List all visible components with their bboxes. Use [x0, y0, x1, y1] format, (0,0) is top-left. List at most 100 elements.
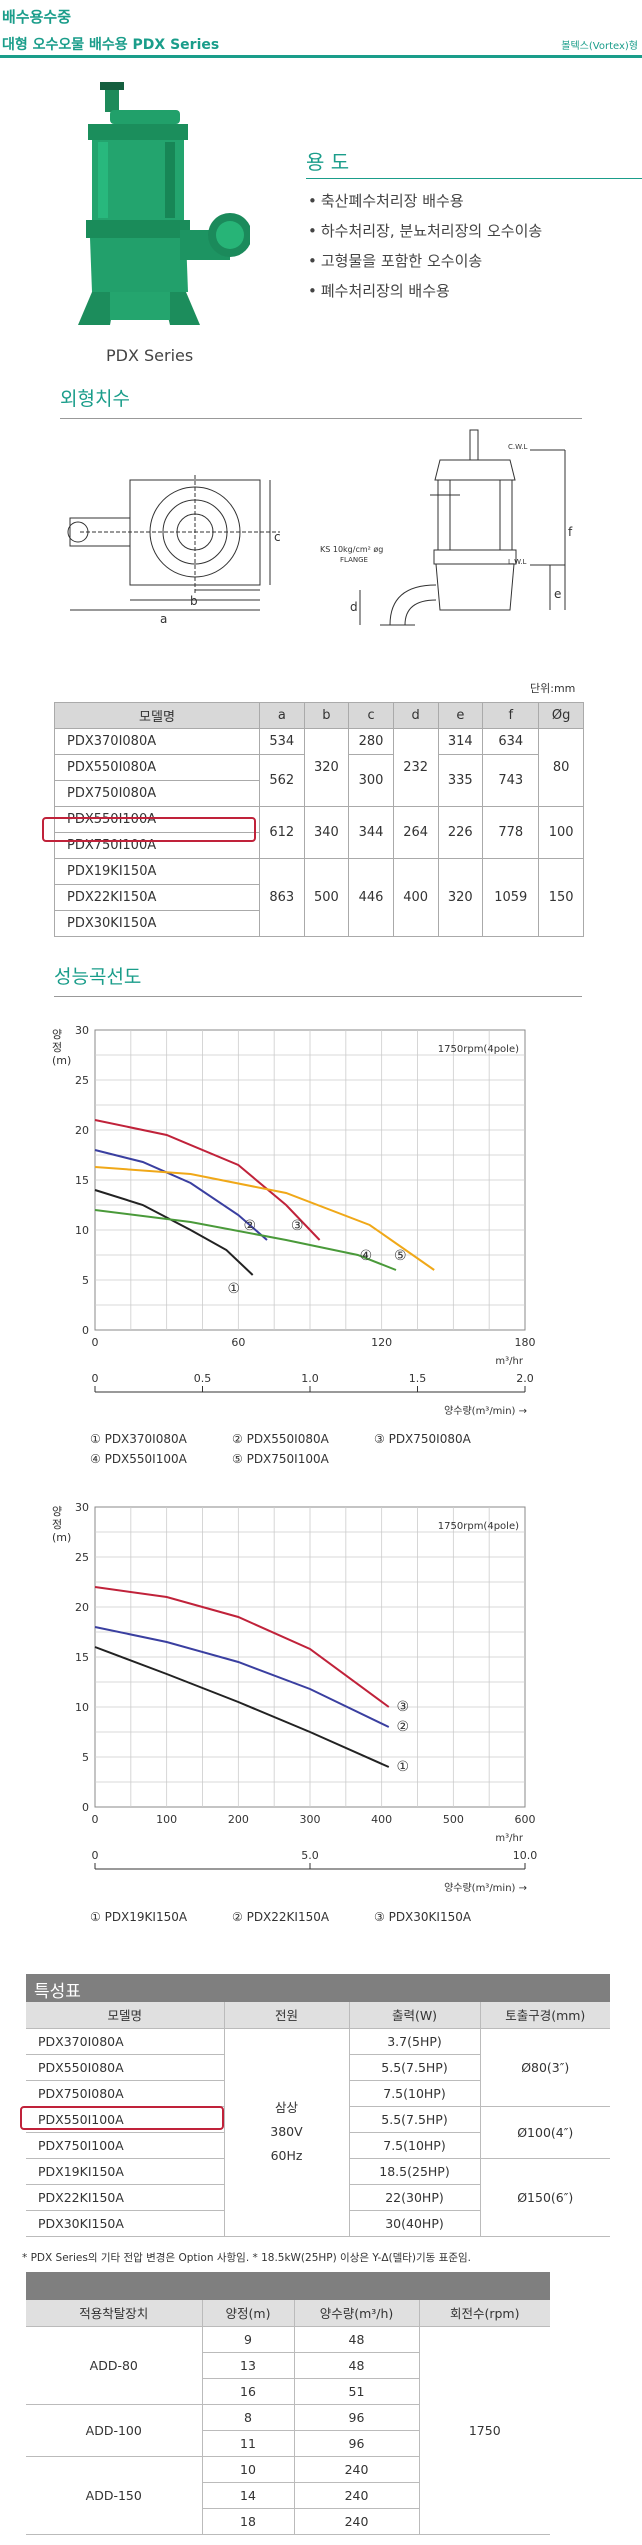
y-tick-label: 10 [75, 1701, 89, 1714]
secondary-tick-label: 10.0 [513, 1849, 538, 1862]
pump-image [70, 80, 252, 335]
col-header: c [348, 702, 394, 729]
legend-item: ① PDX370I080A [90, 1432, 187, 1446]
table-row: PDX550I080A 562 300 335 743 [54, 754, 584, 807]
y-tick-label: 30 [75, 1024, 89, 1037]
col-header: b [303, 702, 350, 729]
table-row: 13 48 [26, 2352, 550, 2379]
dim-label-d: d [350, 600, 358, 614]
y-tick-label: 5 [82, 1751, 89, 1764]
header-rule [0, 55, 642, 58]
performance-rule [54, 996, 582, 997]
performance-title: 성능곡선도 [54, 966, 142, 988]
legend-item: ⑤ PDX750I100A [232, 1452, 329, 1466]
table-row: 16 51 [26, 2378, 550, 2405]
page-title: 대형 오수오물 배수용 PDX Series [2, 37, 220, 53]
series-line [94, 1646, 390, 1768]
x-unit-label: m³/hr [495, 1356, 523, 1367]
dim-label-f: f [568, 525, 573, 539]
col-header: f [482, 702, 540, 729]
y-tick-label: 20 [75, 1124, 89, 1137]
power-cell: 삼상 380V 60Hz [223, 2028, 349, 2237]
series-marker-label: ④ [360, 1248, 373, 1264]
performance-chart-1: 0 5 10 15 20 25 30 0 60 120 180 1750rpm(4pole) m³/hr… [75, 1024, 536, 1417]
table-row: PDX370I080A 534 320 280 232 314 634 80 [54, 728, 584, 807]
col-header: 양수량(m³/h) [293, 2300, 419, 2327]
x-tick-label: 0 [92, 1813, 99, 1826]
series-line [94, 1209, 397, 1271]
legend-item: ③ PDX30KI150A [374, 1910, 472, 1924]
legend-item: ④ PDX550I100A [90, 1452, 187, 1466]
col-header: 양정(m) [201, 2300, 294, 2327]
y-tick-label: 10 [75, 1224, 89, 1237]
table-row: PDX19KI150A 863 500 446 400 320 1059 150 [54, 858, 584, 937]
secondary-tick-label: 0.5 [194, 1372, 212, 1385]
x-tick-label: 600 [515, 1813, 536, 1826]
table-row: PDX750I080A 7.5(10HP) [26, 2080, 610, 2107]
secondary-axis-label: 양수량(m³/min) → [444, 1405, 527, 1417]
table-row: PDX750I100A 7.5(10HP) [26, 2132, 610, 2159]
table-row: PDX750I080A [54, 780, 584, 807]
spec-note: * PDX Series의 기타 전압 변경은 Option 사항임. * 18… [22, 2252, 471, 2264]
col-header: e [437, 702, 484, 729]
usage-item: 폐수처리장의 배수용 [308, 276, 542, 306]
series-marker-label: ③ [397, 1699, 410, 1715]
highlight-box [42, 817, 256, 842]
usage-item: 하수처리장, 분뇨처리장의 오수이송 [308, 216, 542, 246]
table-row: PDX30KI150A [54, 910, 584, 937]
chart-annotation: 1750rpm(4pole) [438, 1044, 519, 1055]
table-row: 14 240 [26, 2482, 550, 2509]
table-row: 18 240 [26, 2508, 550, 2535]
table-row: PDX30KI150A 30(40HP) [26, 2210, 610, 2237]
series-marker-label: ⑤ [394, 1248, 407, 1264]
col-header: d [392, 702, 439, 729]
x-tick-label: 400 [371, 1813, 392, 1826]
y-tick-label: 20 [75, 1601, 89, 1614]
usage-title: 용 도 [306, 150, 350, 174]
y-tick-label: 0 [82, 1324, 89, 1337]
dimension-drawing-side: C.W.L L.W.L KS 10kg/cm² øg FLANGE d e f [320, 425, 590, 640]
dim-label-b: b [190, 594, 198, 608]
series-line [94, 1166, 435, 1271]
col-header: 모델명 [26, 2002, 224, 2029]
usage-item: 축산폐수처리장 배수용 [308, 186, 542, 216]
y-tick-label: 30 [75, 1501, 89, 1514]
dim-label-e: e [554, 587, 562, 601]
table-row: PDX19KI150A 18.5(25HP) Ø150(6″) [26, 2158, 610, 2237]
legend-item: ② PDX22KI150A [232, 1910, 330, 1924]
secondary-axis-label: 양수량(m³/min) → [444, 1882, 527, 1894]
table-row: ADD-150 10 240 [26, 2456, 550, 2535]
col-header: 회전수(rpm) [418, 2300, 550, 2327]
table-row: PDX550I080A 5.5(7.5HP) [26, 2054, 610, 2081]
dim-label-flange: FLANGE [340, 556, 368, 564]
secondary-tick-label: 1.5 [409, 1372, 427, 1385]
x-tick-label: 500 [443, 1813, 464, 1826]
series-line [94, 1119, 321, 1241]
dimensions-rule [60, 418, 582, 419]
col-header: 전원 [223, 2002, 349, 2029]
y-tick-label: 15 [75, 1174, 89, 1187]
series-line [94, 1586, 390, 1708]
secondary-tick-label: 1.0 [301, 1372, 319, 1385]
y-tick-label: 25 [75, 1551, 89, 1564]
dim-label-lwl: L.W.L [508, 558, 527, 566]
dim-label-cwl: C.W.L [508, 443, 528, 451]
series-marker-label: ① [397, 1759, 410, 1775]
series-line [94, 1626, 390, 1728]
secondary-tick-label: 0 [92, 1372, 99, 1385]
table-row: ADD-100 8 96 [26, 2404, 550, 2457]
y-tick-label: 5 [82, 1274, 89, 1287]
legend-item: ③ PDX750I080A [374, 1432, 471, 1446]
dimension-table: 모델명 a b c d e f Øg PDX370I080A 534 320 2… [54, 702, 584, 937]
usage-item: 고형물을 포함한 오수이송 [308, 246, 542, 276]
series-marker-label: ① [227, 1281, 240, 1297]
x-tick-label: 200 [228, 1813, 249, 1826]
dim-label-ks: KS 10kg/cm² øg [320, 545, 384, 554]
x-tick-label: 0 [92, 1336, 99, 1349]
x-unit-label: m³/hr [495, 1833, 523, 1844]
table-row: PDX370I080A 삼상 380V 60Hz 3.7(5HP) Ø80(3″) [26, 2028, 610, 2237]
usage-rule [306, 178, 642, 179]
adapter-title-bar [26, 2272, 550, 2300]
chart-annotation: 1750rpm(4pole) [438, 1521, 519, 1532]
